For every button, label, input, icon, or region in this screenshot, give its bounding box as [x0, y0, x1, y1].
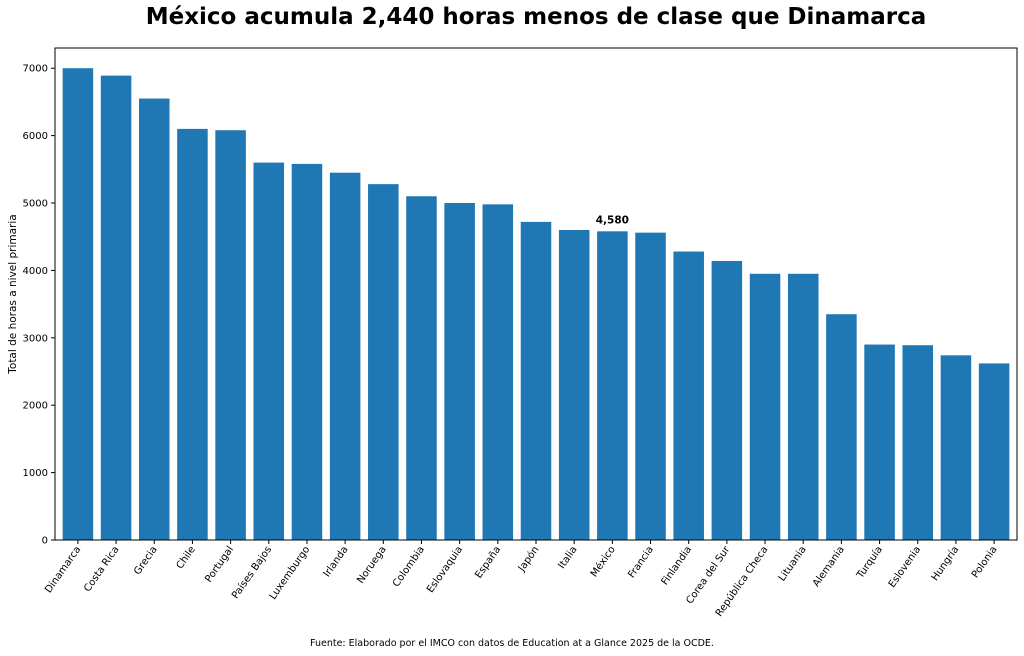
x-tick-label-japon: Japón — [515, 544, 541, 575]
bars-layer — [62, 68, 1010, 541]
x-tick-label-noruega: Noruega — [355, 544, 388, 585]
bar-italia — [558, 229, 590, 540]
bar-colombia — [406, 196, 437, 540]
bar-portugal — [215, 130, 246, 540]
bar-costa-rica — [100, 75, 132, 540]
x-tick-label-eslovaquia: Eslovaquia — [425, 544, 465, 595]
x-tick-label-irlanda: Irlanda — [322, 544, 351, 579]
x-tick-label-eslovenia: Eslovenia — [887, 544, 923, 589]
x-tick-label-paises-bajos: Países Bajos — [229, 544, 274, 601]
x-tick-label-mexico: México — [588, 544, 618, 579]
y-tick-label-1000: 1000 — [23, 468, 48, 479]
bar-japon — [520, 221, 552, 540]
x-tick-label-grecia: Grecia — [132, 544, 159, 577]
x-tick-label-portugal: Portugal — [203, 544, 236, 584]
bar-hungria — [940, 355, 972, 540]
bar-dinamarca — [62, 68, 94, 540]
bar-noruega — [368, 184, 399, 541]
y-tick-label-3000: 3000 — [23, 333, 48, 344]
bar-irlanda — [329, 172, 361, 540]
x-tick-label-turquia: Turquía — [854, 544, 885, 582]
annotation-mexico: 4,580 — [596, 214, 629, 226]
bar-corea-del-sur — [711, 260, 743, 540]
y-tick-label-0: 0 — [42, 536, 48, 547]
bar-espana — [482, 204, 514, 541]
x-tick-label-finlandia: Finlandia — [660, 544, 695, 587]
x-tick-label-francia: Francia — [626, 544, 656, 580]
bar-polonia — [978, 363, 1010, 540]
bar-finlandia — [673, 251, 704, 540]
x-tick-label-italia: Italia — [556, 544, 579, 571]
x-tick-label-colombia: Colombia — [391, 544, 427, 589]
y-tick-label-4000: 4000 — [23, 266, 48, 277]
bar-grecia — [138, 98, 170, 540]
x-tick-label-hungria: Hungría — [929, 544, 962, 583]
x-tick-label-chile: Chile — [175, 544, 198, 571]
x-tick-label-costa-rica: Costa Rica — [82, 544, 121, 594]
x-tick-label-lituania: Lituania — [777, 544, 809, 583]
x-tick-label-dinamarca: Dinamarca — [43, 544, 83, 595]
bar-eslovaquia — [444, 203, 475, 540]
annotations-layer: 4,580 — [596, 214, 629, 226]
chart-title: México acumula 2,440 horas menos de clas… — [145, 4, 927, 30]
y-tick-label-6000: 6000 — [23, 131, 48, 142]
bar-eslovenia — [902, 345, 934, 540]
y-axis: 0 1000 2000 3000 4000 5000 6000 7000 — [23, 64, 55, 547]
x-tick-label-alemania: Alemania — [811, 544, 847, 589]
bar-alemania — [826, 314, 857, 540]
bar-turquia — [864, 344, 895, 540]
bar-republica-checa — [749, 273, 781, 540]
x-tick-label-espana: España — [473, 544, 503, 580]
y-tick-label-7000: 7000 — [23, 64, 48, 75]
x-tick-label-luxemburgo: Luxemburgo — [268, 544, 313, 601]
bar-lituania — [787, 273, 819, 540]
bar-francia — [635, 232, 666, 540]
y-tick-label-5000: 5000 — [23, 199, 48, 210]
bar-mexico — [597, 231, 628, 540]
x-tick-label-polonia: Polonia — [970, 544, 1000, 580]
bar-paises-bajos — [253, 162, 285, 540]
bar-luxemburgo — [291, 163, 323, 541]
y-tick-label-2000: 2000 — [23, 401, 48, 412]
y-axis-label: Total de horas a nivel primaria — [7, 214, 19, 374]
source-note: Fuente: Elaborado por el IMCO con datos … — [310, 638, 714, 649]
bar-chile — [177, 128, 208, 540]
